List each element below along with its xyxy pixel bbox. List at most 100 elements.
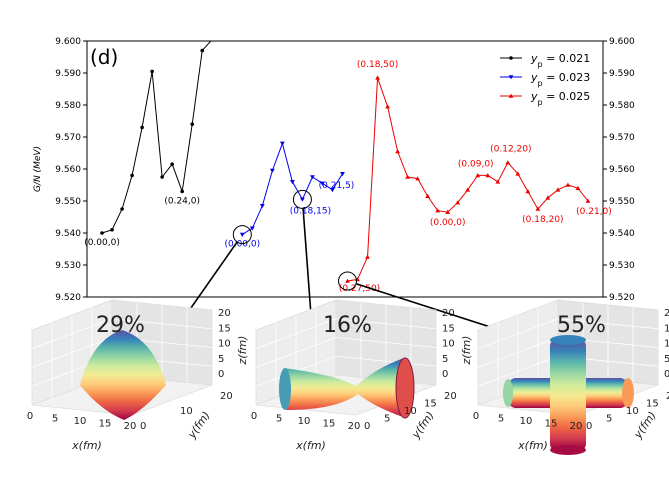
z-tick-label: 5 — [218, 354, 224, 365]
y-tick-label-right: 9.580 — [609, 101, 635, 111]
y-tick-label: 15 — [646, 399, 659, 410]
grid-line — [111, 318, 213, 330]
z-tick-label: 20 — [442, 308, 455, 319]
x-tick-label: 15 — [545, 419, 558, 430]
data-point — [300, 197, 305, 202]
x-tick-label: 15 — [323, 419, 336, 430]
data-point — [170, 162, 174, 166]
data-label: (0.00,0) — [84, 238, 120, 248]
data-label: (0.21,5) — [319, 181, 355, 191]
z-tick-label: 20 — [664, 308, 669, 319]
y-tick-label: 10 — [626, 406, 639, 417]
data-point — [508, 93, 514, 98]
grid-line — [31, 318, 113, 350]
data-point — [515, 171, 521, 176]
highlight-circle — [292, 189, 312, 209]
data-point — [435, 208, 441, 213]
series-line — [347, 77, 589, 282]
y-tick-label-left: 9.590 — [55, 69, 81, 79]
data-point — [485, 173, 491, 178]
data-point — [160, 175, 164, 179]
y-tick-label: 10 — [404, 406, 417, 417]
grid-line — [335, 337, 437, 348]
x-tick-label: 5 — [498, 414, 504, 425]
data-label: (0.00,0) — [224, 240, 260, 250]
data-point — [425, 193, 431, 198]
x-tick-label: 20 — [124, 421, 137, 432]
data-point — [405, 174, 411, 179]
x-tick-label: 10 — [74, 416, 87, 427]
z-tick-label: 0 — [218, 369, 224, 380]
z-axis-label: z(fm) — [236, 336, 249, 366]
data-point — [375, 75, 380, 80]
y-tick-label: 0 — [140, 421, 146, 432]
y-tick-label-left: 9.600 — [55, 37, 81, 47]
x-tick-label: 0 — [473, 411, 479, 422]
inset-percent-label: 16% — [323, 313, 372, 338]
y-tick-label: 0 — [364, 421, 370, 432]
surface-shape — [80, 330, 166, 420]
z-tick-label: 0 — [442, 369, 448, 380]
data-point — [279, 141, 285, 146]
data-point — [190, 122, 195, 126]
data-point — [505, 160, 511, 165]
z-tick-label: 5 — [442, 354, 448, 365]
data-point — [340, 172, 345, 177]
data-point — [535, 206, 541, 211]
series-line — [101, 41, 212, 234]
data-point — [211, 41, 214, 42]
z-tick-label: 15 — [442, 323, 455, 334]
series-2 — [345, 75, 591, 283]
z-tick-label: 15 — [664, 323, 669, 334]
legend-entry: yp = 0.025 — [530, 90, 590, 107]
y-tick-label: 15 — [424, 399, 437, 410]
y-tick-label-left: 9.560 — [55, 165, 81, 175]
y-tick-label: 20 — [666, 391, 669, 402]
x-tick-label: 0 — [27, 411, 33, 422]
y-tick-label: 5 — [384, 414, 390, 425]
x-axis-label: x(fm) — [295, 439, 326, 452]
plot-frame — [86, 40, 604, 298]
grid-line — [255, 337, 337, 368]
data-label: (0.18,50) — [357, 60, 398, 70]
highlight-circle — [338, 271, 358, 291]
data-point — [575, 185, 581, 190]
y-axis-label: G/N (MeV) — [33, 146, 43, 192]
data-label: (0.00,0) — [430, 218, 466, 228]
data-point — [110, 228, 114, 232]
data-point — [320, 181, 325, 186]
data-point — [508, 75, 514, 80]
data-point — [259, 204, 265, 209]
y-tick-label: 5 — [606, 414, 612, 425]
data-point — [269, 168, 275, 173]
x-axis-label: x(fm) — [71, 439, 102, 452]
z-tick-label: 5 — [664, 354, 669, 365]
grid-line — [557, 318, 659, 330]
surface-shape — [550, 340, 586, 450]
z-tick-label: 15 — [218, 323, 231, 334]
legend-entry: yp = 0.021 — [530, 52, 590, 69]
x-tick-label: 0 — [251, 411, 257, 422]
data-point — [239, 232, 245, 237]
surface-end — [622, 378, 634, 408]
y-tick-label-left: 9.520 — [55, 293, 81, 303]
data-point — [289, 180, 295, 185]
series-1 — [239, 141, 345, 237]
data-point — [395, 149, 401, 154]
data-point — [585, 198, 591, 203]
surface-end — [550, 335, 586, 345]
data-point — [445, 209, 451, 214]
data-point — [415, 176, 421, 181]
y-tick-label-left: 9.550 — [55, 197, 81, 207]
y-tick-label-right: 9.550 — [609, 197, 635, 207]
data-point — [140, 125, 144, 130]
surface-end — [395, 357, 415, 419]
data-point — [249, 226, 255, 231]
x-tick-label: 5 — [276, 414, 282, 425]
inset-percent-label: 55% — [557, 313, 606, 338]
x-tick-label: 15 — [99, 419, 112, 430]
data-label: (0.12,20) — [490, 145, 531, 155]
data-point — [130, 173, 134, 178]
